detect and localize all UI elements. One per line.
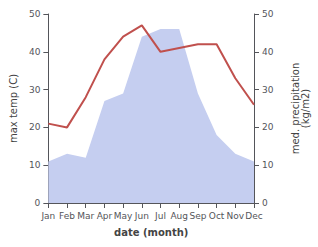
svg-text:30: 30 [262,85,274,95]
svg-text:30: 30 [29,85,41,95]
svg-text:Jul: Jul [154,211,166,221]
svg-text:10: 10 [29,160,41,170]
svg-text:max temp (C): max temp (C) [8,74,19,143]
svg-text:Sep: Sep [189,211,206,221]
svg-text:40: 40 [29,47,41,57]
svg-text:0: 0 [35,198,41,208]
svg-text:40: 40 [262,47,274,57]
svg-text:Dec: Dec [245,211,262,221]
svg-text:Feb: Feb [59,211,75,221]
svg-text:Jun: Jun [134,211,149,221]
svg-text:50: 50 [262,9,274,19]
svg-text:20: 20 [262,122,274,132]
svg-text:50: 50 [29,9,41,19]
svg-text:Apr: Apr [97,211,113,221]
svg-text:Aug: Aug [170,211,188,221]
svg-text:0: 0 [262,198,268,208]
svg-text:med. precipitation: med. precipitation [289,62,301,155]
svg-text:Jan: Jan [40,211,55,221]
svg-text:Nov: Nov [227,211,245,221]
svg-text:(kg/m2): (kg/m2) [300,89,311,129]
svg-text:Mar: Mar [77,211,94,221]
svg-text:Oct: Oct [209,211,225,221]
svg-text:20: 20 [29,122,41,132]
svg-text:date (month): date (month) [114,227,188,238]
svg-text:10: 10 [262,160,274,170]
svg-text:May: May [114,211,133,221]
